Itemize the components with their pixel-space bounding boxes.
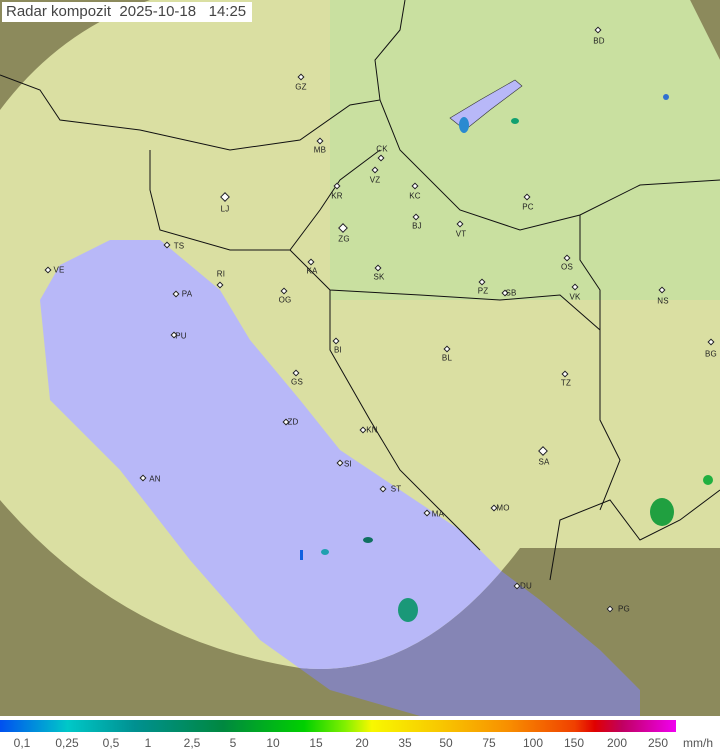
city-label: PZ (477, 286, 489, 296)
city-label: OS (561, 262, 573, 272)
city-label: PA (181, 289, 193, 299)
legend-color-bar (0, 720, 676, 732)
city-label: BD (593, 36, 605, 46)
city-label: TZ (560, 378, 572, 388)
city-label: PU (175, 331, 187, 341)
legend-unit: mm/h (683, 736, 713, 750)
precipitation-echoes (300, 94, 713, 622)
legend-tick: 75 (482, 736, 496, 750)
city-label: MA (431, 509, 445, 519)
legend-tick: 0,25 (55, 736, 79, 750)
coverage-tint-north (330, 0, 720, 300)
city-label: TS (173, 241, 185, 251)
legend-tick: 150 (563, 736, 585, 750)
city-label: BL (441, 353, 453, 363)
city-label: MO (496, 503, 510, 513)
legend-tick: 5 (229, 736, 237, 750)
city-label: MB (313, 145, 327, 155)
city-label: KR (331, 191, 343, 201)
map-title: Radar kompozit 2025-10-18 14:25 (2, 2, 253, 22)
country-borders (0, 0, 720, 581)
legend-tick: 15 (309, 736, 323, 750)
city-label: DU (520, 581, 532, 591)
legend-tick: 250 (647, 736, 669, 750)
legend-tick: 10 (266, 736, 280, 750)
city-label: ST (390, 484, 402, 494)
city-label: OG (278, 295, 292, 305)
radar-map (0, 0, 720, 716)
city-label: SI (344, 459, 352, 469)
city-label: ZG (338, 234, 350, 244)
city-label: GZ (295, 82, 307, 92)
city-label: BG (705, 349, 717, 359)
legend-tick: 50 (439, 736, 453, 750)
city-label: BI (334, 345, 342, 355)
city-label: SB (505, 288, 517, 298)
city-label: VZ (369, 175, 381, 185)
city-label: VT (455, 229, 467, 239)
city-label: GS (291, 377, 303, 387)
city-label: CK (376, 144, 388, 154)
city-label: AN (149, 474, 161, 484)
legend-tick: 0,1 (13, 736, 31, 750)
city-label: VE (53, 265, 65, 275)
precipitation-legend: 0,1 0,25 0,5 1 2,5 5 10 15 20 35 50 75 100 150 200 250 … (0, 716, 720, 751)
legend-tick: 20 (355, 736, 369, 750)
city-label: KN (366, 425, 378, 435)
city-label: LJ (220, 204, 230, 214)
city-label: KC (409, 191, 421, 201)
city-label: KA (306, 266, 318, 276)
city-label: VK (569, 292, 581, 302)
legend-tick: 1 (144, 736, 152, 750)
city-label: NS (657, 296, 669, 306)
city-label: BJ (412, 221, 422, 231)
city-label: RI (216, 269, 226, 279)
city-label: SK (373, 272, 385, 282)
city-label: SA (538, 457, 550, 467)
legend-tick: 100 (522, 736, 544, 750)
city-label: PG (618, 604, 630, 614)
legend-tick: 2,5 (183, 736, 201, 750)
legend-tick: 200 (606, 736, 628, 750)
legend-tick: 35 (398, 736, 412, 750)
city-label: ZD (287, 417, 299, 427)
legend-tick: 0,5 (102, 736, 120, 750)
city-label: PC (522, 202, 534, 212)
